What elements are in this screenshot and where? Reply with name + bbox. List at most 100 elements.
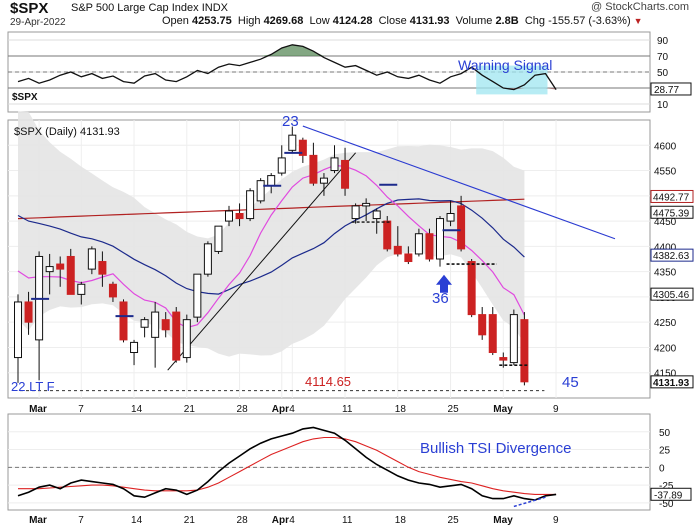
volume-label: Volume (455, 15, 493, 27)
tsi-x-tick-label: 7 (78, 515, 84, 526)
ohlc-readout: Open 4253.75 High 4269.68 Low 4124.28 Cl… (162, 15, 643, 27)
price-label: 4305.46 (653, 290, 690, 301)
candle (309, 154, 318, 184)
candle (246, 190, 255, 220)
price-label-box (650, 205, 694, 219)
ma-mid-line (17, 198, 525, 295)
price-label: 4382.63 (653, 251, 690, 262)
candle (108, 283, 117, 298)
candle (24, 301, 33, 323)
ma-long-line (17, 198, 525, 220)
osc-tick-label: 50 (657, 68, 669, 79)
candle (151, 311, 160, 338)
symbol-name: S&P 500 Large Cap Index INDX (71, 2, 228, 14)
price-x-tick-label: Apr (272, 404, 289, 415)
annotation-lt-f: 22 LT F (11, 379, 55, 394)
tsi-x-tick-label: 11 (342, 515, 353, 526)
candle (414, 233, 423, 255)
price-label: 4492.77 (653, 192, 690, 203)
price-tick-label: 4150 (654, 369, 677, 380)
price-legend: $SPX (Daily) 4131.93 (14, 126, 120, 138)
watermark: @ StockCharts.com (591, 1, 689, 13)
tsi-x-tick-label: Apr (272, 515, 289, 526)
downtrend-line (302, 125, 616, 240)
price-x-tick-label: 21 (184, 404, 196, 415)
price-x-tick-label: 14 (131, 404, 143, 415)
price-x-tick-label: Mar (29, 404, 47, 415)
tsi-x-tick-label: Mar (29, 515, 47, 526)
candle (98, 261, 107, 275)
tsi-tick-label: -50 (659, 499, 674, 510)
candle (499, 357, 508, 361)
tsi-x-tick-label: 21 (184, 515, 196, 526)
price-x-tick-label: May (493, 404, 513, 415)
osc-line (17, 44, 557, 91)
candle (14, 301, 22, 359)
chart-date: 29-Apr-2022 (10, 17, 66, 28)
close-label: Close (378, 15, 407, 27)
chart-header: $SPX S&P 500 Large Cap Index INDX 29-Apr… (0, 0, 695, 30)
price-label: 4131.93 (653, 378, 690, 389)
candle (372, 210, 381, 220)
annotation-23: 23 (282, 113, 299, 130)
open-label: Open (162, 15, 189, 27)
candle (467, 261, 476, 316)
candle (172, 311, 181, 361)
price-tick-label: 4450 (654, 217, 677, 228)
tsi-last-value-box (650, 487, 692, 501)
price-x-tick-label: 25 (448, 404, 460, 415)
osc-tick-label: 90 (657, 36, 669, 47)
candle (77, 283, 86, 295)
price-tick-label: 4550 (654, 167, 677, 178)
tsi-x-tick-label: 28 (237, 515, 249, 526)
price-x-tick-label: 28 (237, 404, 249, 415)
annotation-low-value: 4114.65 (305, 374, 351, 389)
candle (203, 243, 212, 275)
osc-tick-label: 70 (657, 52, 669, 63)
tsi-divergence-label: Bullish TSI Divergence (420, 440, 571, 457)
price-x-tick-label: 11 (342, 404, 353, 415)
tsi-last-value: -37.89 (654, 490, 683, 501)
osc-overbought-fill (18, 44, 557, 56)
osc-symbol-label: $SPX (12, 92, 38, 103)
panel-frame-2 (7, 119, 651, 399)
candle (56, 263, 65, 270)
candle (161, 319, 170, 331)
candle (488, 314, 497, 354)
price-x-tick-label: 18 (395, 404, 407, 415)
price-label: 4475.39 (653, 208, 690, 219)
osc-last-value-box (650, 82, 692, 96)
candle (256, 180, 265, 202)
candle (446, 213, 455, 222)
close-value: 4131.93 (409, 15, 450, 27)
osc-tick-label: 10 (657, 100, 669, 111)
annotation-36: 36 (432, 290, 449, 307)
chg-value: -155.57 (-3.63%) (548, 15, 631, 27)
low-value: 4124.28 (332, 15, 373, 27)
tsi-x-tick-label: 25 (448, 515, 460, 526)
candle (478, 314, 487, 336)
tsi-x-tick-label: 14 (131, 515, 143, 526)
tsi-x-tick-label: May (493, 515, 513, 526)
candle (436, 218, 444, 260)
candle (214, 225, 223, 252)
candle (87, 248, 96, 270)
candle (267, 175, 276, 187)
tsi-signal-line (18, 436, 557, 495)
price-band (18, 111, 525, 357)
candle (66, 255, 75, 295)
candle (225, 210, 233, 222)
candle (288, 134, 297, 151)
tsi-tick-label: -25 (659, 481, 674, 492)
tsi-tick-label: 25 (659, 446, 671, 457)
candle (520, 319, 529, 383)
candle (509, 314, 518, 364)
candle (351, 205, 360, 220)
price-tick-label: 4400 (654, 242, 677, 253)
candle (341, 159, 350, 189)
price-x-tick-label: 7 (78, 404, 84, 415)
candle (277, 157, 286, 174)
price-x-tick-label: 9 (553, 404, 559, 415)
candle (393, 245, 402, 255)
